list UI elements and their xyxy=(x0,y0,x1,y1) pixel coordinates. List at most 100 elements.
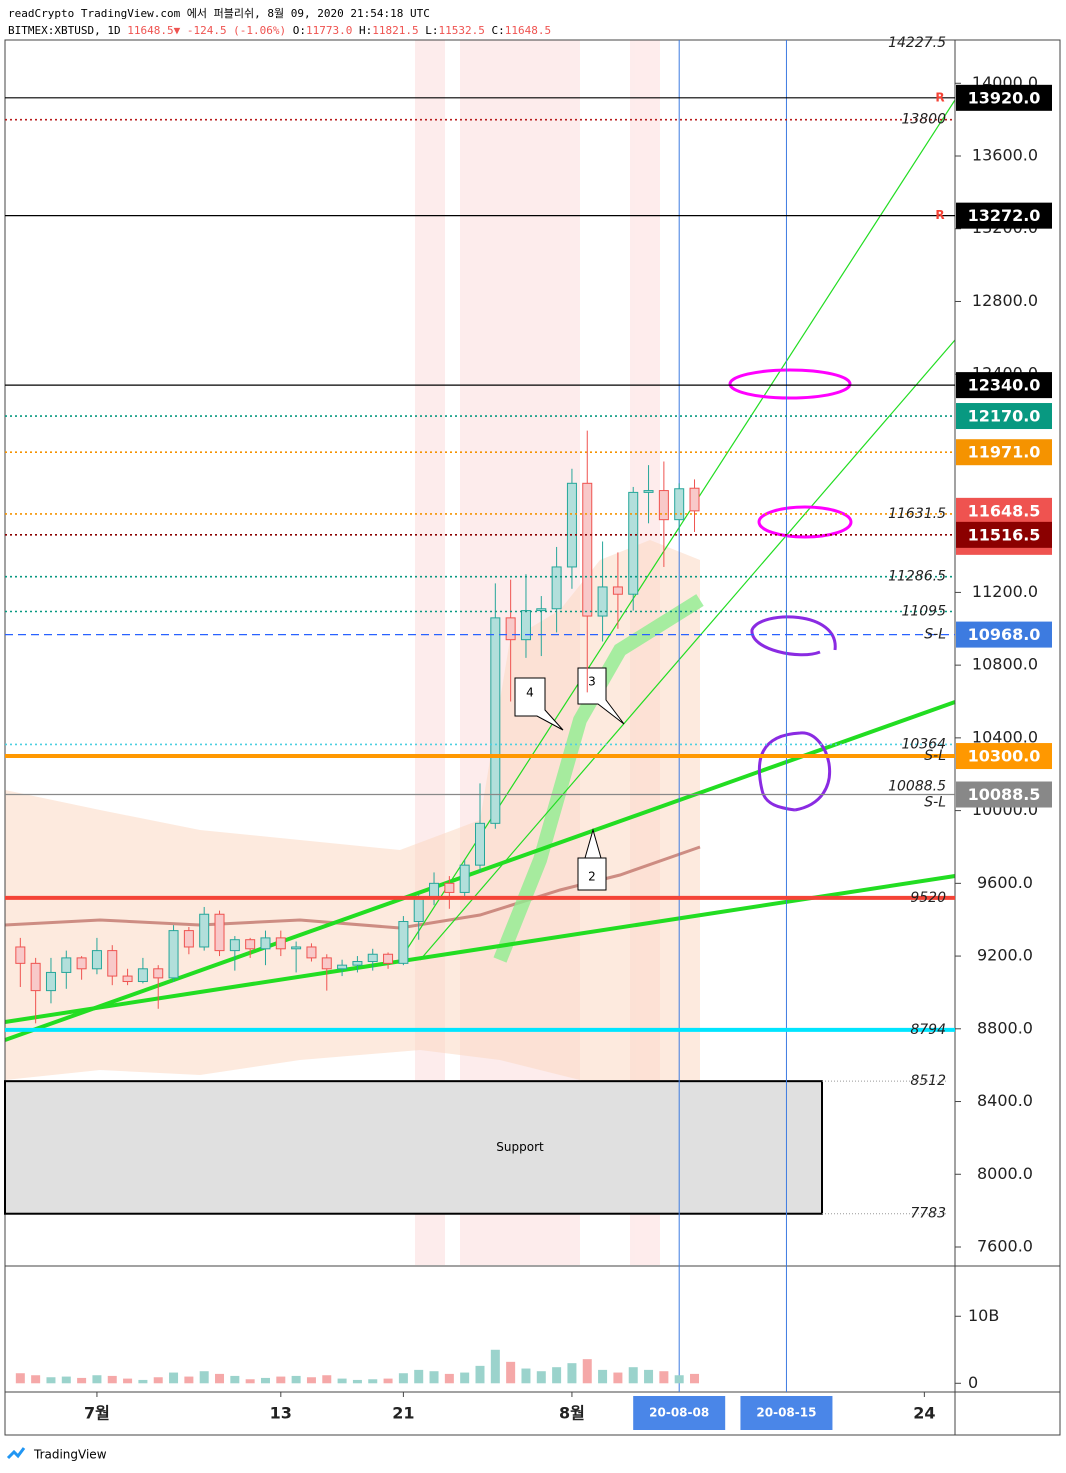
volume-bar xyxy=(414,1369,424,1384)
price-badge xyxy=(956,497,1052,524)
volume-bar xyxy=(291,1375,301,1384)
support-zone xyxy=(4,1080,823,1215)
volume-bar xyxy=(460,1372,470,1384)
price-badge-label: 10300.0 xyxy=(968,747,1041,766)
candle-body xyxy=(107,950,118,977)
candle-body xyxy=(674,488,685,521)
volume-bar xyxy=(107,1375,117,1384)
volume-bar xyxy=(169,1372,179,1384)
volume-bar xyxy=(429,1371,439,1384)
candle-body xyxy=(321,957,332,970)
date-badge-label: 20-08-15 xyxy=(756,1406,816,1420)
change: -124.5 (-1.06%) xyxy=(187,24,286,37)
volume-bar xyxy=(322,1375,332,1384)
candle-body xyxy=(582,482,593,617)
price-badge-label: 13272.0 xyxy=(968,206,1041,225)
price-badge xyxy=(956,372,1052,399)
volume-bar xyxy=(552,1367,562,1384)
candle-body xyxy=(551,566,562,610)
frame xyxy=(4,39,1061,1436)
callout: 3 xyxy=(588,675,596,689)
candle-body xyxy=(429,882,440,899)
volume-bar xyxy=(567,1363,577,1384)
volume-bar xyxy=(398,1373,408,1384)
level-label: 11286.5 xyxy=(888,569,946,585)
candle-body xyxy=(122,975,133,983)
price-badge xyxy=(956,202,1052,229)
annotations xyxy=(728,368,853,812)
candle-body xyxy=(505,617,516,641)
volume-bar xyxy=(337,1378,347,1384)
header: BITMEX:XBTUSD, 1D 11648.5▼ -124.5 (-1.06… xyxy=(8,24,551,37)
candle-body xyxy=(689,487,700,512)
volume-bar xyxy=(521,1368,531,1384)
x-tick-label: 13 xyxy=(270,1404,292,1423)
volume-bar xyxy=(15,1373,25,1384)
h: 11821.5 xyxy=(372,24,418,37)
l: 11532.5 xyxy=(439,24,485,37)
volume-bar xyxy=(215,1373,225,1384)
volume-bar xyxy=(383,1378,393,1384)
candle-body xyxy=(628,491,639,595)
volume-bar xyxy=(184,1376,194,1384)
volume-bar xyxy=(582,1359,592,1384)
volume-bar xyxy=(245,1379,255,1384)
candle-body xyxy=(658,490,669,521)
candle-body xyxy=(398,921,409,964)
level-label: 13800 xyxy=(901,112,946,128)
c: 11648.5 xyxy=(505,24,551,37)
price-badge-label: 13920.0 xyxy=(968,88,1041,107)
candle-body xyxy=(367,953,378,963)
volume-bar xyxy=(536,1371,546,1384)
candle-body xyxy=(214,913,225,952)
volume-bar xyxy=(31,1375,41,1384)
volume-bar xyxy=(506,1361,516,1384)
price-badge-label: 11516.5 xyxy=(968,525,1041,544)
price-badge xyxy=(956,621,1052,648)
candle-body xyxy=(183,930,194,948)
volume-bar xyxy=(674,1375,684,1384)
volume-bar xyxy=(306,1377,316,1384)
volume-bar xyxy=(260,1377,270,1384)
candle-body xyxy=(168,930,179,979)
volume-bar xyxy=(475,1365,485,1384)
candle-body xyxy=(337,964,348,970)
candle-body xyxy=(15,946,26,964)
o-label: O: xyxy=(293,24,306,37)
candle-body xyxy=(597,586,608,617)
candle-body xyxy=(536,608,547,612)
callout: 4 xyxy=(526,686,534,700)
resistance-marker: R xyxy=(935,90,944,104)
price-badge xyxy=(956,781,1052,808)
price-badge xyxy=(956,84,1052,111)
y-tick-label: 9200.0 xyxy=(977,946,1033,965)
candle-body xyxy=(612,586,623,595)
candle-body xyxy=(245,939,256,950)
y-tick-label: 10800.0 xyxy=(972,655,1038,674)
price-badge xyxy=(956,403,1052,430)
volume-bar xyxy=(123,1378,133,1384)
footer: TradingView xyxy=(33,1448,107,1462)
x-tick-label: 24 xyxy=(913,1404,935,1423)
price-badge xyxy=(956,439,1052,466)
date-badge xyxy=(740,1396,833,1430)
stop-loss-label: S-L xyxy=(924,795,946,811)
l-label: L: xyxy=(425,24,438,37)
candle-body xyxy=(229,939,240,952)
level-label: 10088.5 xyxy=(888,779,946,795)
y-tick-label: 9600.0 xyxy=(977,873,1033,892)
y-tick-label: 11200.0 xyxy=(972,582,1038,601)
level-label: 9520 xyxy=(910,890,946,906)
volume-bar xyxy=(138,1379,148,1384)
candle-body xyxy=(459,864,470,893)
volume-bar xyxy=(77,1377,87,1384)
arrow: ▼ xyxy=(174,24,181,37)
volume-bar xyxy=(690,1373,700,1384)
level-label: 8794 xyxy=(910,1022,946,1038)
candle-body xyxy=(643,490,654,493)
support-label: Support xyxy=(496,1140,544,1154)
o: 11773.0 xyxy=(306,24,352,37)
candle-body xyxy=(306,946,317,959)
volume-bar xyxy=(199,1371,209,1384)
